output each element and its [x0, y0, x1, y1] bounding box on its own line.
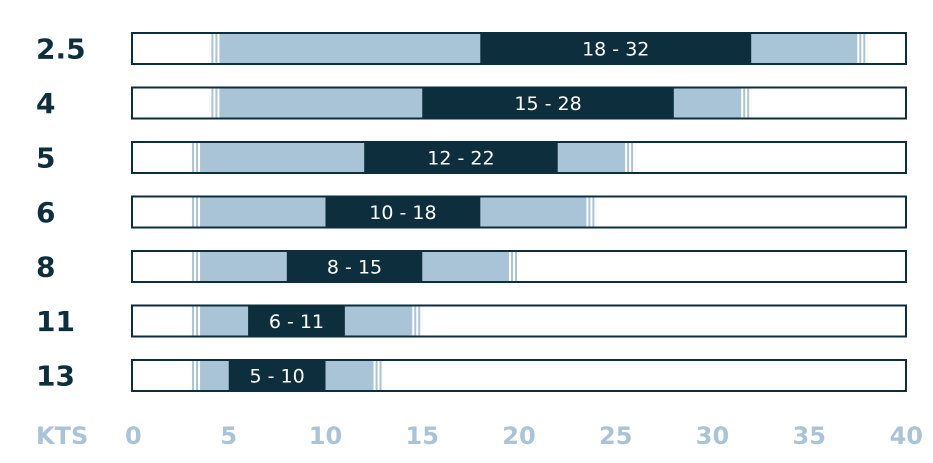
ideal-range-bar	[286, 251, 423, 282]
size-label: 13	[36, 360, 75, 393]
ideal-range-bar	[364, 142, 558, 173]
bar-outline	[131, 141, 907, 174]
usable-end-hatch	[629, 142, 632, 173]
usable-end-hatch	[517, 251, 519, 282]
usable-start-hatch	[194, 196, 197, 228]
usable-start-hatch	[198, 196, 201, 228]
usable-end-hatch	[865, 33, 868, 64]
bar-outline	[131, 32, 907, 65]
x-axis-label: KTS	[36, 422, 88, 450]
usable-start-hatch	[198, 251, 201, 282]
usable-start-hatch	[217, 87, 220, 119]
usable-end-hatch	[590, 196, 593, 228]
x-tick-label: 35	[793, 422, 826, 450]
ideal-range-label: 6 - 11	[269, 311, 324, 333]
usable-end-hatch	[416, 305, 419, 337]
usable-start-hatch	[194, 251, 197, 282]
size-label: 4	[36, 87, 55, 120]
usable-end-hatch	[857, 33, 860, 64]
ideal-range-bar	[248, 305, 345, 337]
usable-end-hatch	[745, 87, 748, 119]
usable-start-hatch	[194, 305, 197, 337]
usable-end-hatch	[586, 196, 589, 228]
ideal-range-bar	[325, 196, 481, 228]
usable-start-hatch	[198, 142, 201, 173]
ideal-range-label: 10 - 18	[369, 202, 436, 224]
usable-start-hatch	[217, 33, 220, 64]
x-tick-label: 5	[220, 422, 237, 450]
usable-start-hatch	[190, 360, 193, 391]
usable-end-hatch	[625, 142, 628, 173]
usable-start-hatch	[190, 251, 193, 282]
size-label: 11	[36, 305, 75, 338]
size-label: 2.5	[36, 33, 86, 66]
x-tick-label: 10	[309, 422, 342, 450]
ideal-range-bar	[480, 33, 752, 64]
ideal-range-label: 12 - 22	[427, 148, 494, 170]
usable-end-hatch	[861, 33, 864, 64]
usable-end-hatch	[381, 360, 384, 391]
bar-outline	[131, 359, 907, 392]
x-tick-label: 20	[502, 422, 535, 450]
x-tick-label: 15	[406, 422, 439, 450]
ideal-range-label: 8 - 15	[327, 257, 382, 279]
usable-start-hatch	[213, 87, 216, 119]
bar-outline	[131, 304, 907, 338]
usable-end-hatch	[633, 142, 636, 173]
usable-end-hatch	[373, 360, 376, 391]
x-tick-label: 30	[696, 422, 729, 450]
usable-start-hatch	[198, 360, 201, 391]
usable-start-hatch	[194, 142, 197, 173]
usable-end-hatch	[513, 251, 515, 282]
x-tick-label: 0	[125, 422, 142, 450]
x-tick-label: 40	[890, 422, 923, 450]
size-label: 5	[36, 142, 55, 175]
usable-start-hatch	[190, 305, 193, 337]
usable-end-hatch	[509, 251, 511, 282]
usable-end-hatch	[741, 87, 744, 119]
ideal-range-bar	[228, 360, 326, 391]
size-label: 6	[36, 196, 55, 229]
bar-outline	[131, 195, 907, 229]
ideal-range-bar	[422, 87, 674, 119]
ideal-range-label: 18 - 32	[582, 39, 649, 61]
usable-end-hatch	[749, 87, 752, 119]
x-tick-label: 25	[599, 422, 632, 450]
ideal-range-label: 5 - 10	[250, 366, 305, 388]
usable-end-hatch	[594, 196, 597, 228]
usable-start-hatch	[213, 33, 216, 64]
usable-start-hatch	[194, 360, 197, 391]
size-label: 8	[36, 251, 55, 284]
usable-start-hatch	[198, 305, 201, 337]
bar-outline	[131, 250, 907, 283]
usable-end-hatch	[420, 305, 423, 337]
usable-end-hatch	[412, 305, 415, 337]
usable-start-hatch	[190, 142, 193, 173]
usable-end-hatch	[377, 360, 380, 391]
usable-start-hatch	[209, 87, 212, 119]
bar-outline	[131, 86, 907, 120]
usable-start-hatch	[209, 33, 212, 64]
ideal-range-label: 15 - 28	[514, 93, 581, 115]
usable-start-hatch	[190, 196, 193, 228]
